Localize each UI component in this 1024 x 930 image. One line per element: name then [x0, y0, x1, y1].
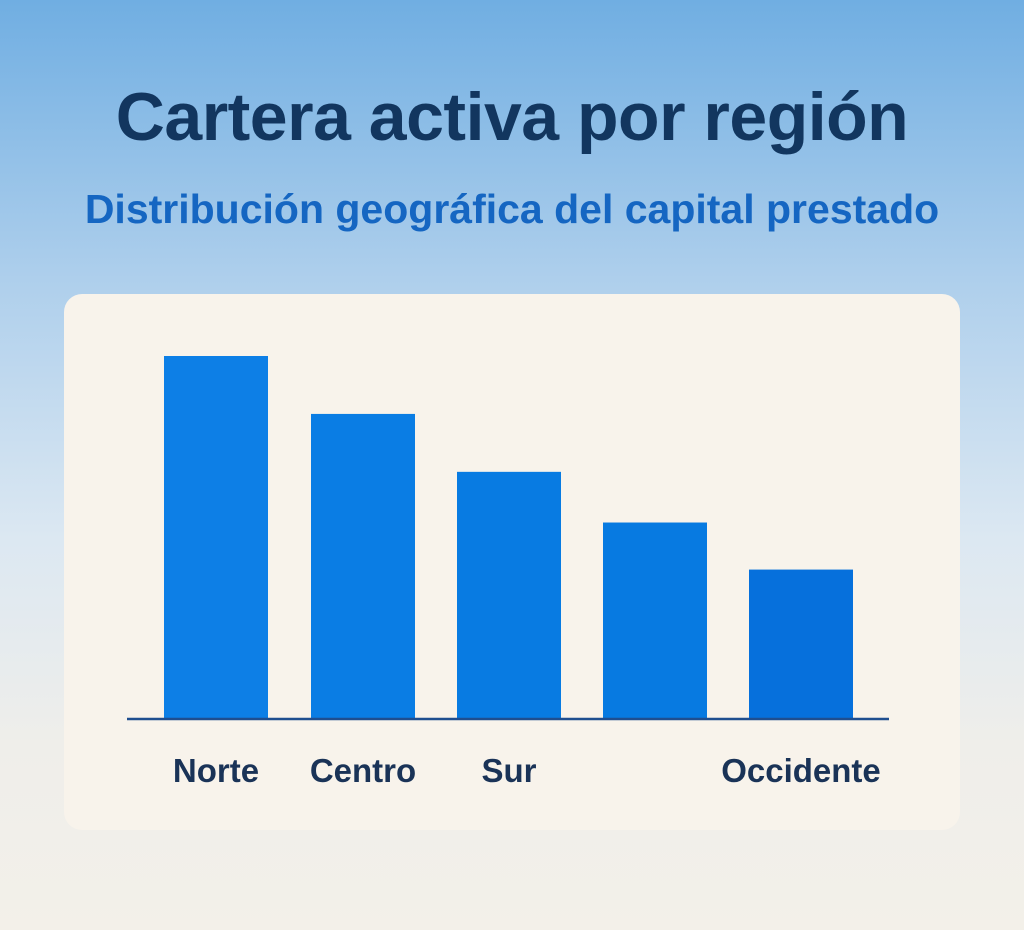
chart-title: Cartera activa por región — [115, 79, 909, 155]
bar-centro — [311, 413, 415, 718]
bar-occidente — [749, 569, 853, 718]
bar-norte — [164, 356, 268, 718]
tick-labels-group: Norte Centro Sur Occidente — [173, 752, 881, 789]
bars-group — [164, 356, 853, 718]
bar-unlabeled-4 — [603, 522, 707, 718]
x-tick-label: Occidente — [721, 752, 881, 789]
x-tick-label: Sur — [481, 752, 536, 789]
x-tick-label: Norte — [173, 752, 259, 789]
chart-subtitle: Distribución geográfica del capital pres… — [84, 186, 940, 232]
bar-sur — [457, 471, 561, 718]
x-tick-label: Centro — [310, 752, 416, 789]
